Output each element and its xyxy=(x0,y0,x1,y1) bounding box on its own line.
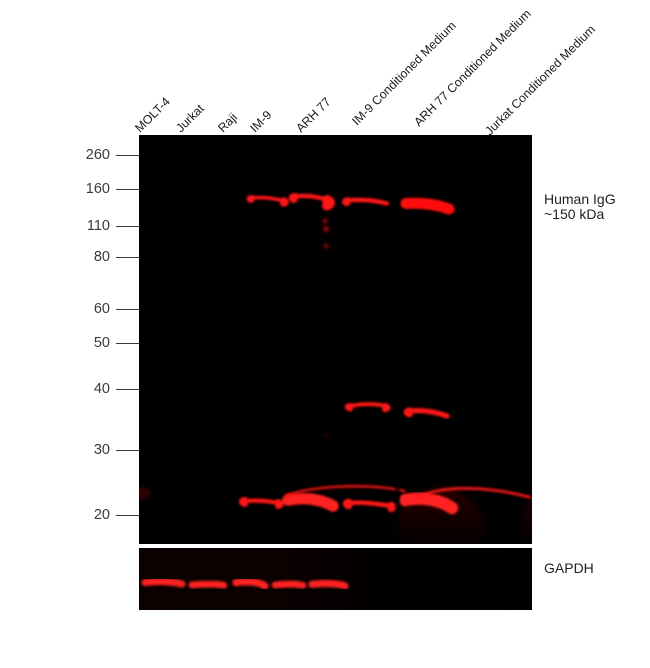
svg-text:ARH 77: ARH 77 xyxy=(293,95,333,135)
svg-text:Raji: Raji xyxy=(215,110,240,135)
svg-text:MOLT-4: MOLT-4 xyxy=(132,94,173,135)
svg-text:IM-9: IM-9 xyxy=(247,108,274,135)
svg-text:Jurkat: Jurkat xyxy=(173,101,207,135)
svg-text:IM-9 Conditioned Medium: IM-9 Conditioned Medium xyxy=(349,19,458,128)
